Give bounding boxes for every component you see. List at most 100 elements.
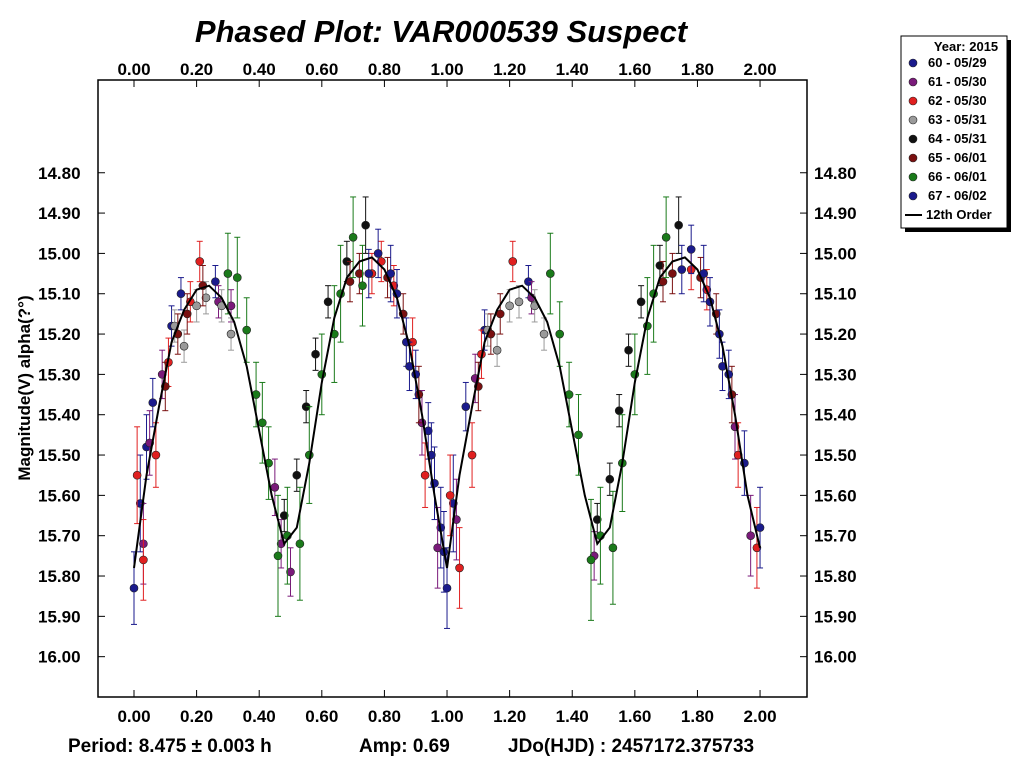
- y-tick-labels-left: 14.80 14.90 15.00 15.10 15.20 15.30 15.40 15.50…: [38, 164, 81, 667]
- data-point: [373, 249, 383, 258]
- data-point: [686, 245, 696, 254]
- data-point: [192, 301, 201, 311]
- data-point: [555, 329, 565, 339]
- y-tick-label-left: 15.70: [38, 527, 81, 546]
- data-point: [201, 293, 211, 303]
- legend-marker: [908, 58, 918, 68]
- legend-marker: [908, 96, 918, 106]
- plot-area: [97, 79, 808, 698]
- legend-items: 60 - 05/29 61 - 05/30 62 - 05/30 63 - 05/31…: [905, 55, 992, 222]
- y-tick-label-right: 15.10: [814, 285, 857, 304]
- legend-marker: [908, 115, 918, 125]
- data-point: [505, 301, 514, 311]
- y-tick-label-right: 15.40: [814, 406, 857, 425]
- data-point: [608, 543, 618, 553]
- x-tick-label-bottom: 2.00: [743, 707, 776, 726]
- x-tick-label-top: 2.00: [743, 60, 776, 79]
- data-point: [286, 567, 295, 577]
- data-point: [223, 269, 233, 278]
- data-point: [492, 345, 502, 355]
- x-tick-label-top: 1.20: [493, 60, 526, 79]
- legend-label: 66 - 06/01: [928, 169, 987, 184]
- y-tick-label-left: 15.00: [38, 244, 81, 263]
- y-tick-label-left: 15.90: [38, 607, 81, 626]
- data-point: [151, 450, 161, 460]
- x-tick-label-bottom: 1.80: [681, 707, 714, 726]
- data-point: [433, 543, 442, 553]
- x-tick-labels-top: 0.00 0.20 0.40 0.60 0.80 1.00 1.20 1.40 1.60 1.80…: [117, 60, 776, 79]
- legend-marker: [908, 153, 918, 163]
- data-point: [361, 220, 370, 230]
- data-point: [242, 325, 251, 335]
- data-point: [364, 269, 374, 278]
- y-tick-label-left: 14.90: [38, 204, 81, 223]
- data-point: [279, 511, 289, 520]
- data-point: [755, 523, 765, 532]
- y-tick-label-right: 16.00: [814, 648, 857, 667]
- x-tick-label-bottom: 1.40: [556, 707, 589, 726]
- data-point: [539, 329, 549, 339]
- y-tick-label-right: 15.70: [814, 527, 857, 546]
- y-tick-label-right: 15.00: [814, 244, 857, 263]
- legend-box: [900, 35, 1008, 229]
- data-point: [148, 398, 158, 407]
- data-point: [258, 418, 267, 428]
- x-tick-label-bottom: 0.20: [180, 707, 213, 726]
- data-point: [546, 269, 555, 278]
- footer-jdo: JDo(HJD) : 2457172.375733: [508, 736, 754, 757]
- legend-label: 63 - 05/31: [928, 112, 987, 127]
- data-point: [661, 232, 671, 242]
- data-point: [273, 551, 283, 561]
- data-point: [467, 450, 477, 460]
- x-tick-label-bottom: 0.00: [117, 707, 150, 726]
- data-point: [292, 470, 302, 480]
- x-tick-label-bottom: 1.00: [430, 707, 463, 726]
- data-point: [514, 297, 524, 307]
- data-point: [445, 491, 455, 500]
- legend-label: 60 - 05/29: [928, 55, 987, 70]
- data-point: [348, 232, 358, 242]
- y-tick-label-right: 15.50: [814, 446, 857, 465]
- x-tick-label-top: 1.80: [681, 60, 714, 79]
- data-point: [176, 289, 186, 299]
- data-point: [455, 563, 464, 573]
- data-point: [195, 257, 205, 266]
- x-tick-label-bottom: 0.40: [243, 707, 276, 726]
- y-tick-label-right: 15.60: [814, 486, 857, 505]
- y-tick-label-left: 15.20: [38, 325, 81, 344]
- y-tick-label-left: 15.30: [38, 365, 81, 384]
- legend-marker: [908, 134, 918, 144]
- data-point: [129, 583, 139, 593]
- y-tick-label-right: 15.90: [814, 607, 857, 626]
- data-point: [574, 430, 583, 440]
- y-tick-label-left: 15.10: [38, 285, 81, 304]
- y-tick-label-right: 14.80: [814, 164, 857, 183]
- data-point: [677, 265, 687, 274]
- data-point: [461, 402, 471, 411]
- y-tick-label-left: 15.40: [38, 406, 81, 425]
- data-point: [614, 406, 624, 415]
- data-point: [636, 297, 646, 307]
- fit-curve: [133, 256, 761, 569]
- legend-marker: [908, 191, 918, 201]
- y-tick-label-left: 16.00: [38, 648, 81, 667]
- legend-marker: [908, 172, 918, 182]
- data-point: [668, 269, 677, 278]
- y-tick-label-right: 15.20: [814, 325, 857, 344]
- legend-marker: [908, 77, 918, 87]
- data-point: [674, 220, 683, 230]
- x-tick-label-top: 0.40: [243, 60, 276, 79]
- legend-label: 61 - 05/30: [928, 74, 987, 89]
- chart-title: Phased Plot: VAR000539 Suspect: [195, 14, 689, 49]
- x-tick-label-top: 0.20: [180, 60, 213, 79]
- data-point: [746, 531, 755, 540]
- legend-label: 64 - 05/31: [928, 131, 987, 146]
- y-tick-label-left: 14.80: [38, 164, 81, 183]
- legend-label: 65 - 06/01: [928, 150, 987, 165]
- data-point: [508, 257, 518, 266]
- series-5: [279, 196, 683, 537]
- y-tick-label-right: 14.90: [814, 204, 857, 223]
- y-axis-label: Magnitude(V) alpha(?°): [15, 295, 34, 480]
- data-point: [592, 515, 602, 524]
